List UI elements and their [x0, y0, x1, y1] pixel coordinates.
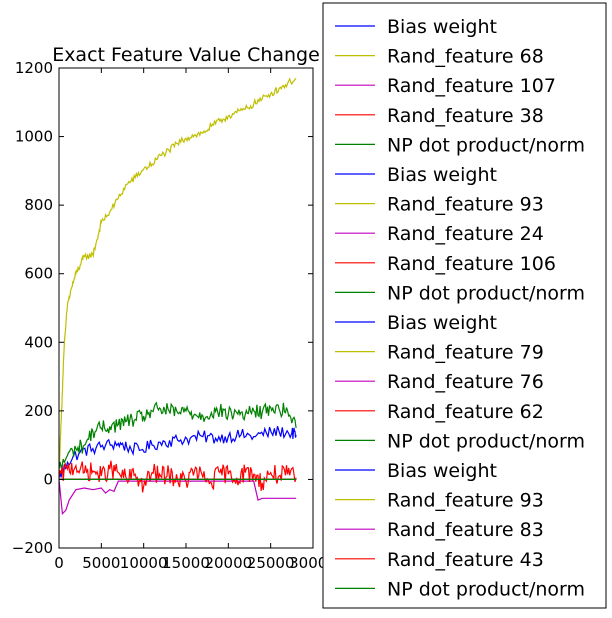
legend-label: Rand_feature 93 [387, 490, 544, 512]
legend-label: Rand_feature 83 [387, 519, 544, 541]
legend: Bias weight Rand_feature 68 Rand_feature 1… [322, 2, 607, 609]
x-tick-label: 5000 [82, 554, 120, 572]
ticks-layer: 0 5000 1000015000200002500030000−200020040… [12, 59, 337, 572]
legend-label: Rand_feature 68 [387, 46, 544, 68]
legend-label: Rand_feature 107 [387, 75, 556, 97]
plot-area: 0 5000 1000015000200002500030000−200020040… [12, 59, 337, 572]
legend-label: NP dot product/norm [387, 282, 585, 304]
legend-label: NP dot product/norm [387, 134, 585, 156]
series-line-1 [59, 426, 297, 478]
legend-label: Rand_feature 79 [387, 342, 544, 364]
series-line-2 [59, 77, 297, 473]
legend-label: Bias weight [387, 460, 497, 482]
legend-label: NP dot product/norm [387, 430, 585, 452]
y-tick-label: 600 [24, 265, 53, 283]
legend-label: Bias weight [387, 312, 497, 334]
legend-label: Bias weight [387, 164, 497, 186]
y-tick-label: 200 [24, 402, 53, 420]
y-tick-label: 400 [24, 333, 53, 351]
series-line-3 [59, 479, 297, 516]
legend-label: Rand_feature 76 [387, 371, 544, 393]
legend-label: Rand_feature 38 [387, 105, 544, 127]
legend-label: Rand_feature 62 [387, 401, 544, 423]
y-tick-label: −200 [12, 539, 53, 557]
x-tick-label: 0 [54, 554, 64, 572]
x-tick-label: 25000 [247, 554, 295, 572]
legend-label: Rand_feature 24 [387, 223, 544, 245]
legend-label: Bias weight [387, 16, 497, 38]
y-tick-label: 0 [43, 470, 53, 488]
legend-frame [322, 2, 607, 609]
y-tick-label: 1200 [15, 59, 53, 77]
series-line-5 [59, 401, 297, 470]
legend-label: NP dot product/norm [387, 578, 585, 600]
chart-title: Exact Feature Value Change [52, 44, 320, 66]
y-tick-label: 1000 [15, 128, 53, 146]
y-tick-label: 800 [24, 196, 53, 214]
legend-label: Rand_feature 106 [387, 253, 556, 275]
legend-label: Rand_feature 43 [387, 549, 544, 571]
x-tick-label: 15000 [162, 554, 210, 572]
x-tick-label: 20000 [204, 554, 252, 572]
legend-label: Rand_feature 93 [387, 194, 544, 216]
x-tick-label: 10000 [120, 554, 168, 572]
series-layer [59, 77, 297, 516]
